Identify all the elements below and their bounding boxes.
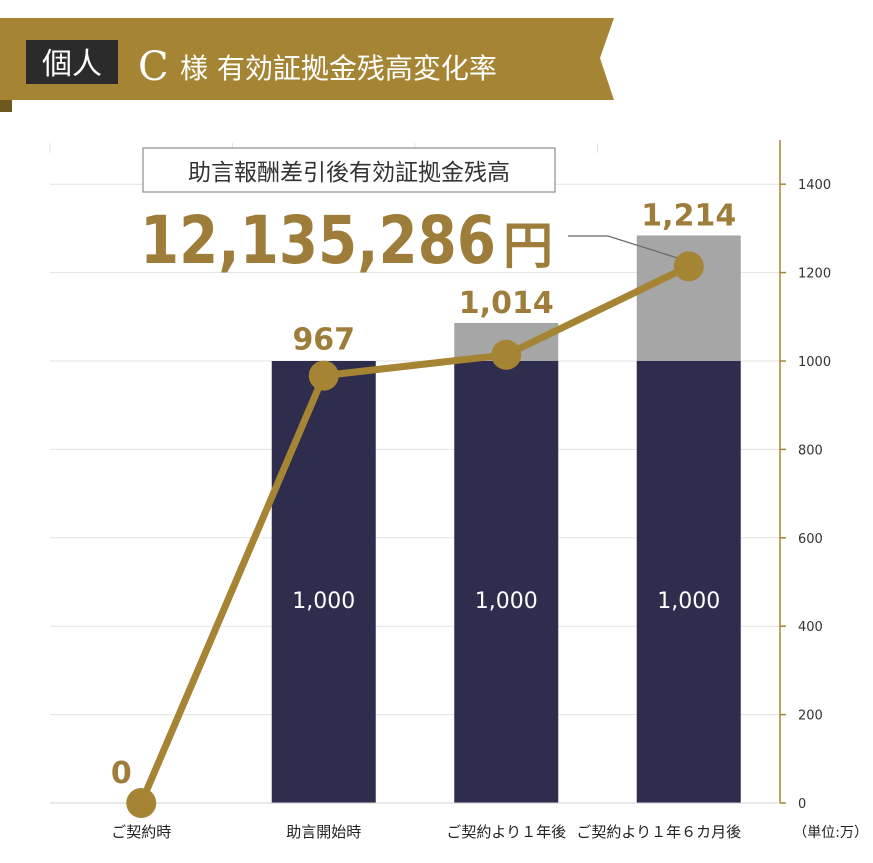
line-path <box>138 263 691 805</box>
category-label: ご契約より１年６カ月後 <box>576 823 741 841</box>
client-letter: C <box>138 44 169 90</box>
bar-base-segment <box>636 361 741 803</box>
bar-value-label: 1,000 <box>292 589 355 614</box>
y-tick-label: 0 <box>798 797 806 812</box>
y-tick-label: 200 <box>798 709 823 724</box>
callout-box <box>142 147 556 193</box>
header-banner: 個人 C 様 有効証拠金残高変化率 <box>0 18 614 112</box>
point-value-label: 967 <box>292 323 355 358</box>
line-point <box>673 251 704 282</box>
line-series <box>126 251 704 818</box>
bars <box>271 235 741 803</box>
labels: 1,000 1,000 1,000 0 967 1,014 1,214 ご契約時 助言開始時 ご契… <box>111 198 741 841</box>
unit-note: （単位:万） <box>793 825 868 841</box>
y-tick-label: 800 <box>798 443 823 458</box>
connector-line <box>568 235 679 259</box>
y-axis: 0 200 400 600 800 1000 1200 1400 <box>50 140 831 812</box>
y-tick-label: 400 <box>798 620 823 635</box>
category-label: ご契約時 <box>111 823 171 841</box>
bar-base-segment <box>271 361 376 803</box>
category-label: 助言開始時 <box>286 823 361 841</box>
point-value-label: 1,014 <box>459 286 554 321</box>
line-point <box>308 360 339 391</box>
category-label: ご契約より１年後 <box>446 823 566 841</box>
header-title: 様 有効証拠金残高変化率 <box>180 52 497 85</box>
y-tick-label: 600 <box>798 532 823 547</box>
callout-label: 助言報酬差引後有効証拠金残高 <box>188 160 510 186</box>
callout-unit: 円 <box>503 217 553 275</box>
y-tick-label: 1200 <box>798 267 831 282</box>
bar-value-label: 1,000 <box>657 589 720 614</box>
y-tick-label: 1400 <box>798 178 831 193</box>
point-value-label: 1,214 <box>641 198 736 233</box>
banner-background <box>0 18 614 100</box>
badge-text: 個人 <box>42 47 102 82</box>
callout-connector <box>568 235 679 259</box>
point-value-label: 0 <box>111 756 132 791</box>
badge-background <box>26 40 118 84</box>
callout-amount: 12,135,286 <box>140 202 496 279</box>
line-point <box>126 788 157 818</box>
callout: 助言報酬差引後有効証拠金残高 12,135,286 円 <box>140 147 556 279</box>
banner-shadow <box>0 100 12 112</box>
bar-base-segment <box>454 361 559 803</box>
bar-value-label: 1,000 <box>475 589 538 614</box>
y-tick-label: 1000 <box>798 355 831 370</box>
line-point <box>491 339 522 370</box>
